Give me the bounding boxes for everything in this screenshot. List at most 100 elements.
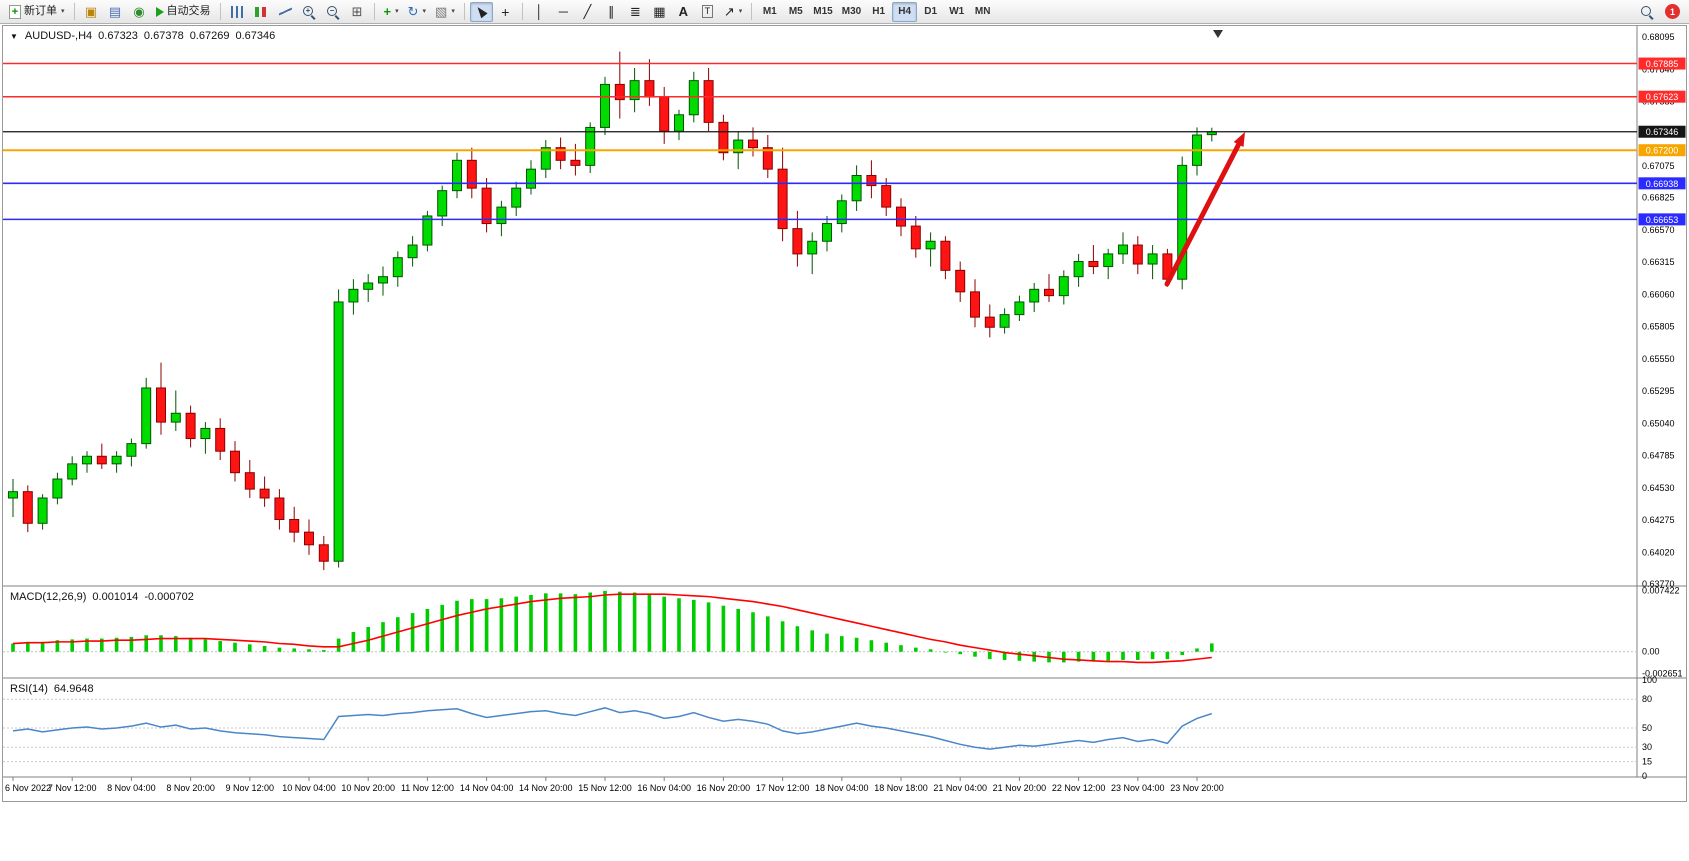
macd-bar [144,635,148,652]
candle-body [703,80,714,123]
auto-trading-label: 自动交易 [166,5,211,17]
candle-body [748,139,758,149]
candle-body [614,83,625,101]
price-badge-label: 0.67346 [1646,127,1679,137]
timeframe-h4-button[interactable]: H4 [892,1,918,22]
price-axis-label: 0.66825 [1642,193,1675,203]
text-button[interactable]: A [672,2,695,22]
candle-body [215,427,226,452]
candle-body [1147,253,1158,265]
candlestick-chart-button[interactable] [250,2,273,22]
vertical-line-button[interactable]: │ [528,2,551,22]
equidistant-channel-button[interactable]: ∥ [600,2,623,22]
search-button[interactable] [1635,2,1658,22]
timeframe-m15-button[interactable]: M15 [813,5,833,17]
data-window-icon: ◉ [133,4,145,19]
price-axis-label: 0.68095 [1642,32,1675,42]
trendline-button[interactable]: ╱ [576,2,599,22]
macd-bar [248,644,252,652]
candle-body [333,301,344,562]
cycles-button[interactable]: ↻ ▾ [404,2,430,22]
new-order-icon: + [9,4,21,19]
macd-bar [26,641,30,652]
shapes-button[interactable]: ▦ [648,2,671,22]
candle-body [1029,288,1040,303]
indicators-button[interactable]: + ▾ [380,2,403,22]
time-axis-label: 10 Nov 20:00 [341,783,395,793]
new-order-button[interactable]: + 新订单 ▾ [5,2,69,22]
notification-badge[interactable]: 1 [1665,4,1680,19]
candles-group [8,51,1217,571]
candle-body [407,244,418,259]
macd-bar [1076,651,1081,662]
time-axis-label: 9 Nov 12:00 [226,783,275,793]
trendline-icon: ╱ [583,4,592,19]
time-axis-label: 23 Nov 20:00 [1170,783,1224,793]
macd-axis-label: 0.00 [1642,647,1660,657]
macd-bar [455,600,459,652]
templates-button[interactable]: ▧ ▾ [431,2,459,22]
dropdown-caret-icon: ▾ [451,8,455,15]
horizontal-line-button[interactable]: ─ [552,2,575,22]
macd-bar [973,651,977,657]
chart-shift-marker[interactable] [1213,30,1223,38]
candle-body [348,288,359,303]
trend-arrow[interactable] [1164,141,1242,287]
trend-arrow-head[interactable] [1233,132,1245,147]
macd-bar [262,645,267,652]
bar-chart-button[interactable] [226,2,249,22]
rsi-axis-label: 0 [1642,771,1647,781]
candle-body [96,455,107,465]
charts-cascade-button[interactable]: ▣ [80,2,103,22]
tile-windows-button[interactable]: ⊞ [346,2,369,22]
timeframe-mn-button[interactable]: MN [974,5,991,17]
arrows-button[interactable]: ↗ ▾ [720,2,746,22]
timeframe-m1-button[interactable]: M1 [762,5,777,17]
macd-bar [618,591,622,652]
auto-trading-button[interactable]: 自动交易 [152,2,215,22]
macd-bar [662,596,666,652]
candle-body [1088,260,1099,268]
zoom-out-button[interactable]: − [322,2,345,22]
candle-body [555,147,566,161]
macd-bar [544,593,548,652]
crosshair-button[interactable]: + [494,2,517,22]
text-label-button[interactable]: T [696,2,719,22]
fibonacci-retracement-button[interactable]: ≣ [624,2,647,22]
candle-body [1177,164,1188,280]
time-axis-label: 18 Nov 04:00 [815,783,869,793]
macd-bar [558,593,563,652]
auto-trading-icon [155,6,164,17]
candle-body [200,427,211,440]
timeframe-m30-button[interactable]: M30 [841,5,862,17]
macd-bar [1180,651,1184,656]
macd-bar [1106,651,1110,661]
macd-bar [1002,651,1007,660]
zoom-out-sign-icon: − [329,5,335,15]
candle-body [244,472,255,490]
profiles-button[interactable]: ▤ [104,2,127,22]
text-icon: A [678,4,689,19]
data-window-button[interactable]: ◉ [128,2,151,22]
timeframe-m5-button[interactable]: M5 [788,5,803,17]
rsi-axis-label: 50 [1642,723,1652,733]
timeframe-w1-button[interactable]: W1 [949,5,965,17]
timeframe-h1-button[interactable]: H1 [872,5,886,17]
line-chart-button[interactable] [274,2,297,22]
timeframe-d1-button[interactable]: D1 [924,5,938,17]
chart-collapse-icon[interactable]: ▼ [10,31,18,41]
macd-bar [647,594,652,652]
candle-body [185,412,196,440]
macd-bar [899,645,903,652]
chart-canvas[interactable]: 0.680950.678400.675850.673300.670750.668… [3,26,1686,800]
price-badge-label: 0.67200 [1646,146,1679,156]
zoom-in-button[interactable]: + [298,2,321,22]
candle-body [126,443,137,457]
toolbar-separator [751,3,753,20]
new-order-label: 新订单 [24,5,57,17]
cursor-button[interactable] [469,1,493,22]
macd-bar [958,651,962,655]
time-axis-label: 10 Nov 04:00 [282,783,336,793]
macd-bar [307,649,311,652]
price-axis-label: 0.65550 [1642,354,1675,364]
